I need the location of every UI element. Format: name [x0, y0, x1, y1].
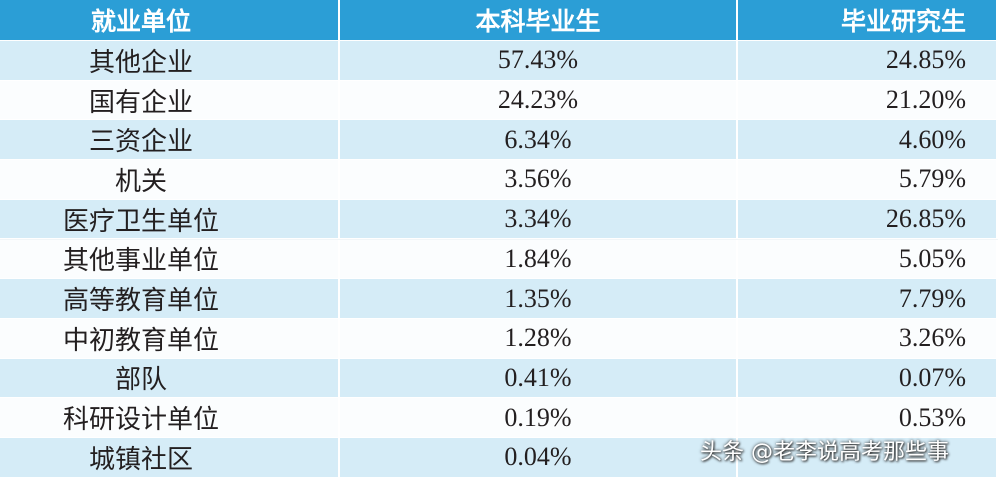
value-cell: 7.79% [738, 279, 998, 319]
value-cell: 0.07% [738, 358, 998, 399]
header-cell: 毕业研究生 [738, 0, 998, 41]
value-cell: 0.41% [340, 358, 738, 399]
row-label: 部队 [0, 358, 340, 399]
row-label: 其他事业单位 [0, 239, 340, 280]
row-label: 三资企业 [0, 120, 340, 161]
row-label: 机关 [0, 160, 340, 200]
value-cell: 5.79% [738, 160, 998, 200]
watermark: 头条 @老李说高考那些事 [700, 440, 949, 465]
row-label: 国有企业 [0, 80, 340, 121]
value-cell: 24.85% [738, 41, 998, 81]
row-label: 高等教育单位 [0, 279, 340, 319]
header-cell: 就业单位 [0, 0, 340, 41]
value-cell: 1.35% [340, 279, 738, 319]
value-cell: 1.84% [340, 239, 738, 280]
empty-cell [738, 438, 998, 478]
value-cell: 4.60% [738, 120, 998, 161]
row-label: 其他企业 [0, 41, 340, 81]
header-cell: 本科毕业生 [340, 0, 738, 41]
value-cell: 3.56% [340, 160, 738, 200]
value-cell: 21.20% [738, 80, 998, 121]
value-cell: 0.53% [738, 398, 998, 438]
value-cell: 1.28% [340, 318, 738, 359]
value-cell: 0.19% [340, 398, 738, 438]
row-label: 中初教育单位 [0, 318, 340, 359]
value-cell: 5.05% [738, 239, 998, 280]
value-cell: 3.26% [738, 318, 998, 359]
row-label: 科研设计单位 [0, 398, 340, 438]
value-cell: 57.43% [340, 41, 738, 81]
value-cell: 24.23% [340, 80, 738, 121]
value-cell: 26.85% [738, 199, 998, 240]
value-cell: 0.04% [340, 438, 738, 478]
value-cell: 6.34% [340, 120, 738, 161]
value-cell: 3.34% [340, 199, 738, 240]
row-label: 城镇社区 [0, 438, 340, 478]
row-label: 医疗卫生单位 [0, 199, 340, 240]
